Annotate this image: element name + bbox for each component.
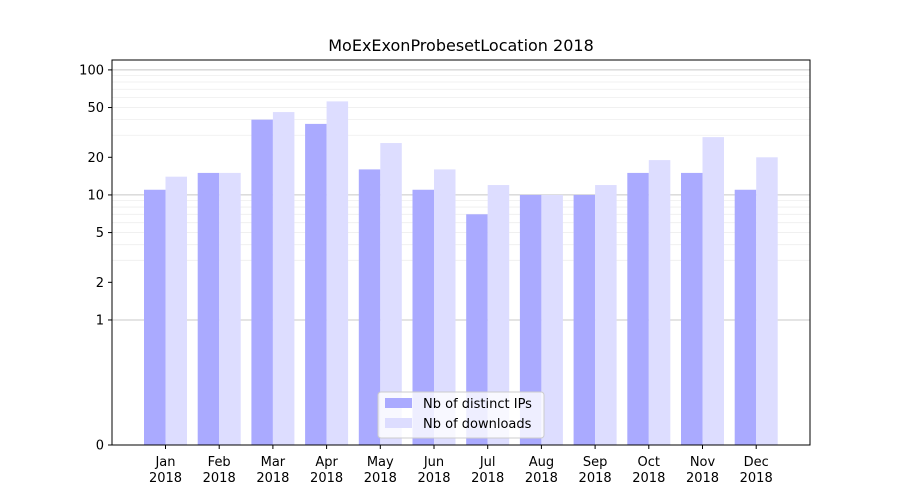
y-tick-label: 10 <box>87 188 104 203</box>
bar-downloads-jan <box>165 176 187 445</box>
legend: Nb of distinct IPs Nb of downloads <box>377 391 545 439</box>
legend-label: Nb of downloads <box>423 417 532 432</box>
x-tick-label-year: 2018 <box>203 471 236 486</box>
bar-ips-nov <box>681 172 703 445</box>
bar-ips-jan <box>144 189 166 445</box>
bar-ips-dec <box>734 189 757 445</box>
x-tick-label-year: 2018 <box>256 471 289 486</box>
bar-downloads-dec <box>756 157 778 445</box>
y-tick-label: 0 <box>96 439 104 454</box>
x-tick-label-month: Dec <box>744 455 769 470</box>
bar-downloads-nov <box>702 137 724 445</box>
chart-title: MoExExonProbesetLocation 2018 <box>328 36 594 55</box>
bar-downloads-jun <box>434 169 456 445</box>
bar-downloads-mar <box>272 112 295 445</box>
plot-frame <box>111 59 811 446</box>
x-tick-label-month: Jun <box>423 455 444 470</box>
y-tick-label: 20 <box>87 151 104 166</box>
legend-box <box>377 391 545 439</box>
y-tick-label: 2 <box>96 276 104 291</box>
x-tick-label-year: 2018 <box>579 471 612 486</box>
bars <box>144 101 778 446</box>
y-axis: 0 1 2 5 10 20 50 100 <box>79 63 112 454</box>
bar-ips-jul <box>466 214 488 445</box>
x-tick-label-month: Feb <box>208 455 231 470</box>
x-tick-label-month: Oct <box>638 455 660 470</box>
bar-ips-mar <box>251 119 273 446</box>
bar-downloads-oct <box>648 160 671 445</box>
bar-downloads-aug <box>541 194 563 445</box>
x-tick-label-year: 2018 <box>417 471 450 486</box>
bar-downloads-feb <box>219 172 241 445</box>
bar-ips-apr <box>305 123 327 445</box>
x-tick-label-month: Apr <box>315 455 338 470</box>
x-tick-label-month: Sep <box>583 455 608 470</box>
x-tick-label-month: Jan <box>154 455 175 470</box>
x-tick-label-year: 2018 <box>740 471 773 486</box>
x-tick-label-month: May <box>367 455 394 470</box>
x-axis: Jan2018Feb2018Mar2018Apr2018May2018Jun20… <box>149 445 773 486</box>
x-tick-label-month: Aug <box>529 455 554 470</box>
bar-downloads-sep <box>595 185 617 445</box>
x-tick-label-year: 2018 <box>632 471 665 486</box>
x-tick-label-month: Nov <box>690 455 716 470</box>
legend-swatch <box>385 398 412 408</box>
y-tick-label: 5 <box>96 226 104 241</box>
bar-ips-oct <box>627 172 649 445</box>
legend-label: Nb of distinct IPs <box>423 397 532 412</box>
bar-ips-jun <box>412 189 434 445</box>
bar-downloads-apr <box>326 101 349 445</box>
x-tick-label-month: Jul <box>479 455 496 470</box>
x-tick-label-year: 2018 <box>149 471 182 486</box>
x-tick-label-month: Mar <box>261 455 286 470</box>
bar-downloads-may <box>380 143 402 445</box>
y-tick-label: 100 <box>79 63 104 78</box>
legend-swatch <box>385 418 412 428</box>
bar-ips-sep <box>573 194 596 445</box>
bar-ips-feb <box>197 172 220 445</box>
y-tick-label: 50 <box>87 101 104 116</box>
x-tick-label-year: 2018 <box>525 471 558 486</box>
bar-downloads-jul <box>487 185 510 445</box>
x-tick-label-year: 2018 <box>471 471 504 486</box>
bar-ips-may <box>358 169 381 445</box>
x-tick-label-year: 2018 <box>686 471 719 486</box>
y-tick-label: 1 <box>96 313 104 328</box>
bar-ips-aug <box>519 194 542 445</box>
x-tick-label-year: 2018 <box>364 471 397 486</box>
x-tick-label-year: 2018 <box>310 471 343 486</box>
